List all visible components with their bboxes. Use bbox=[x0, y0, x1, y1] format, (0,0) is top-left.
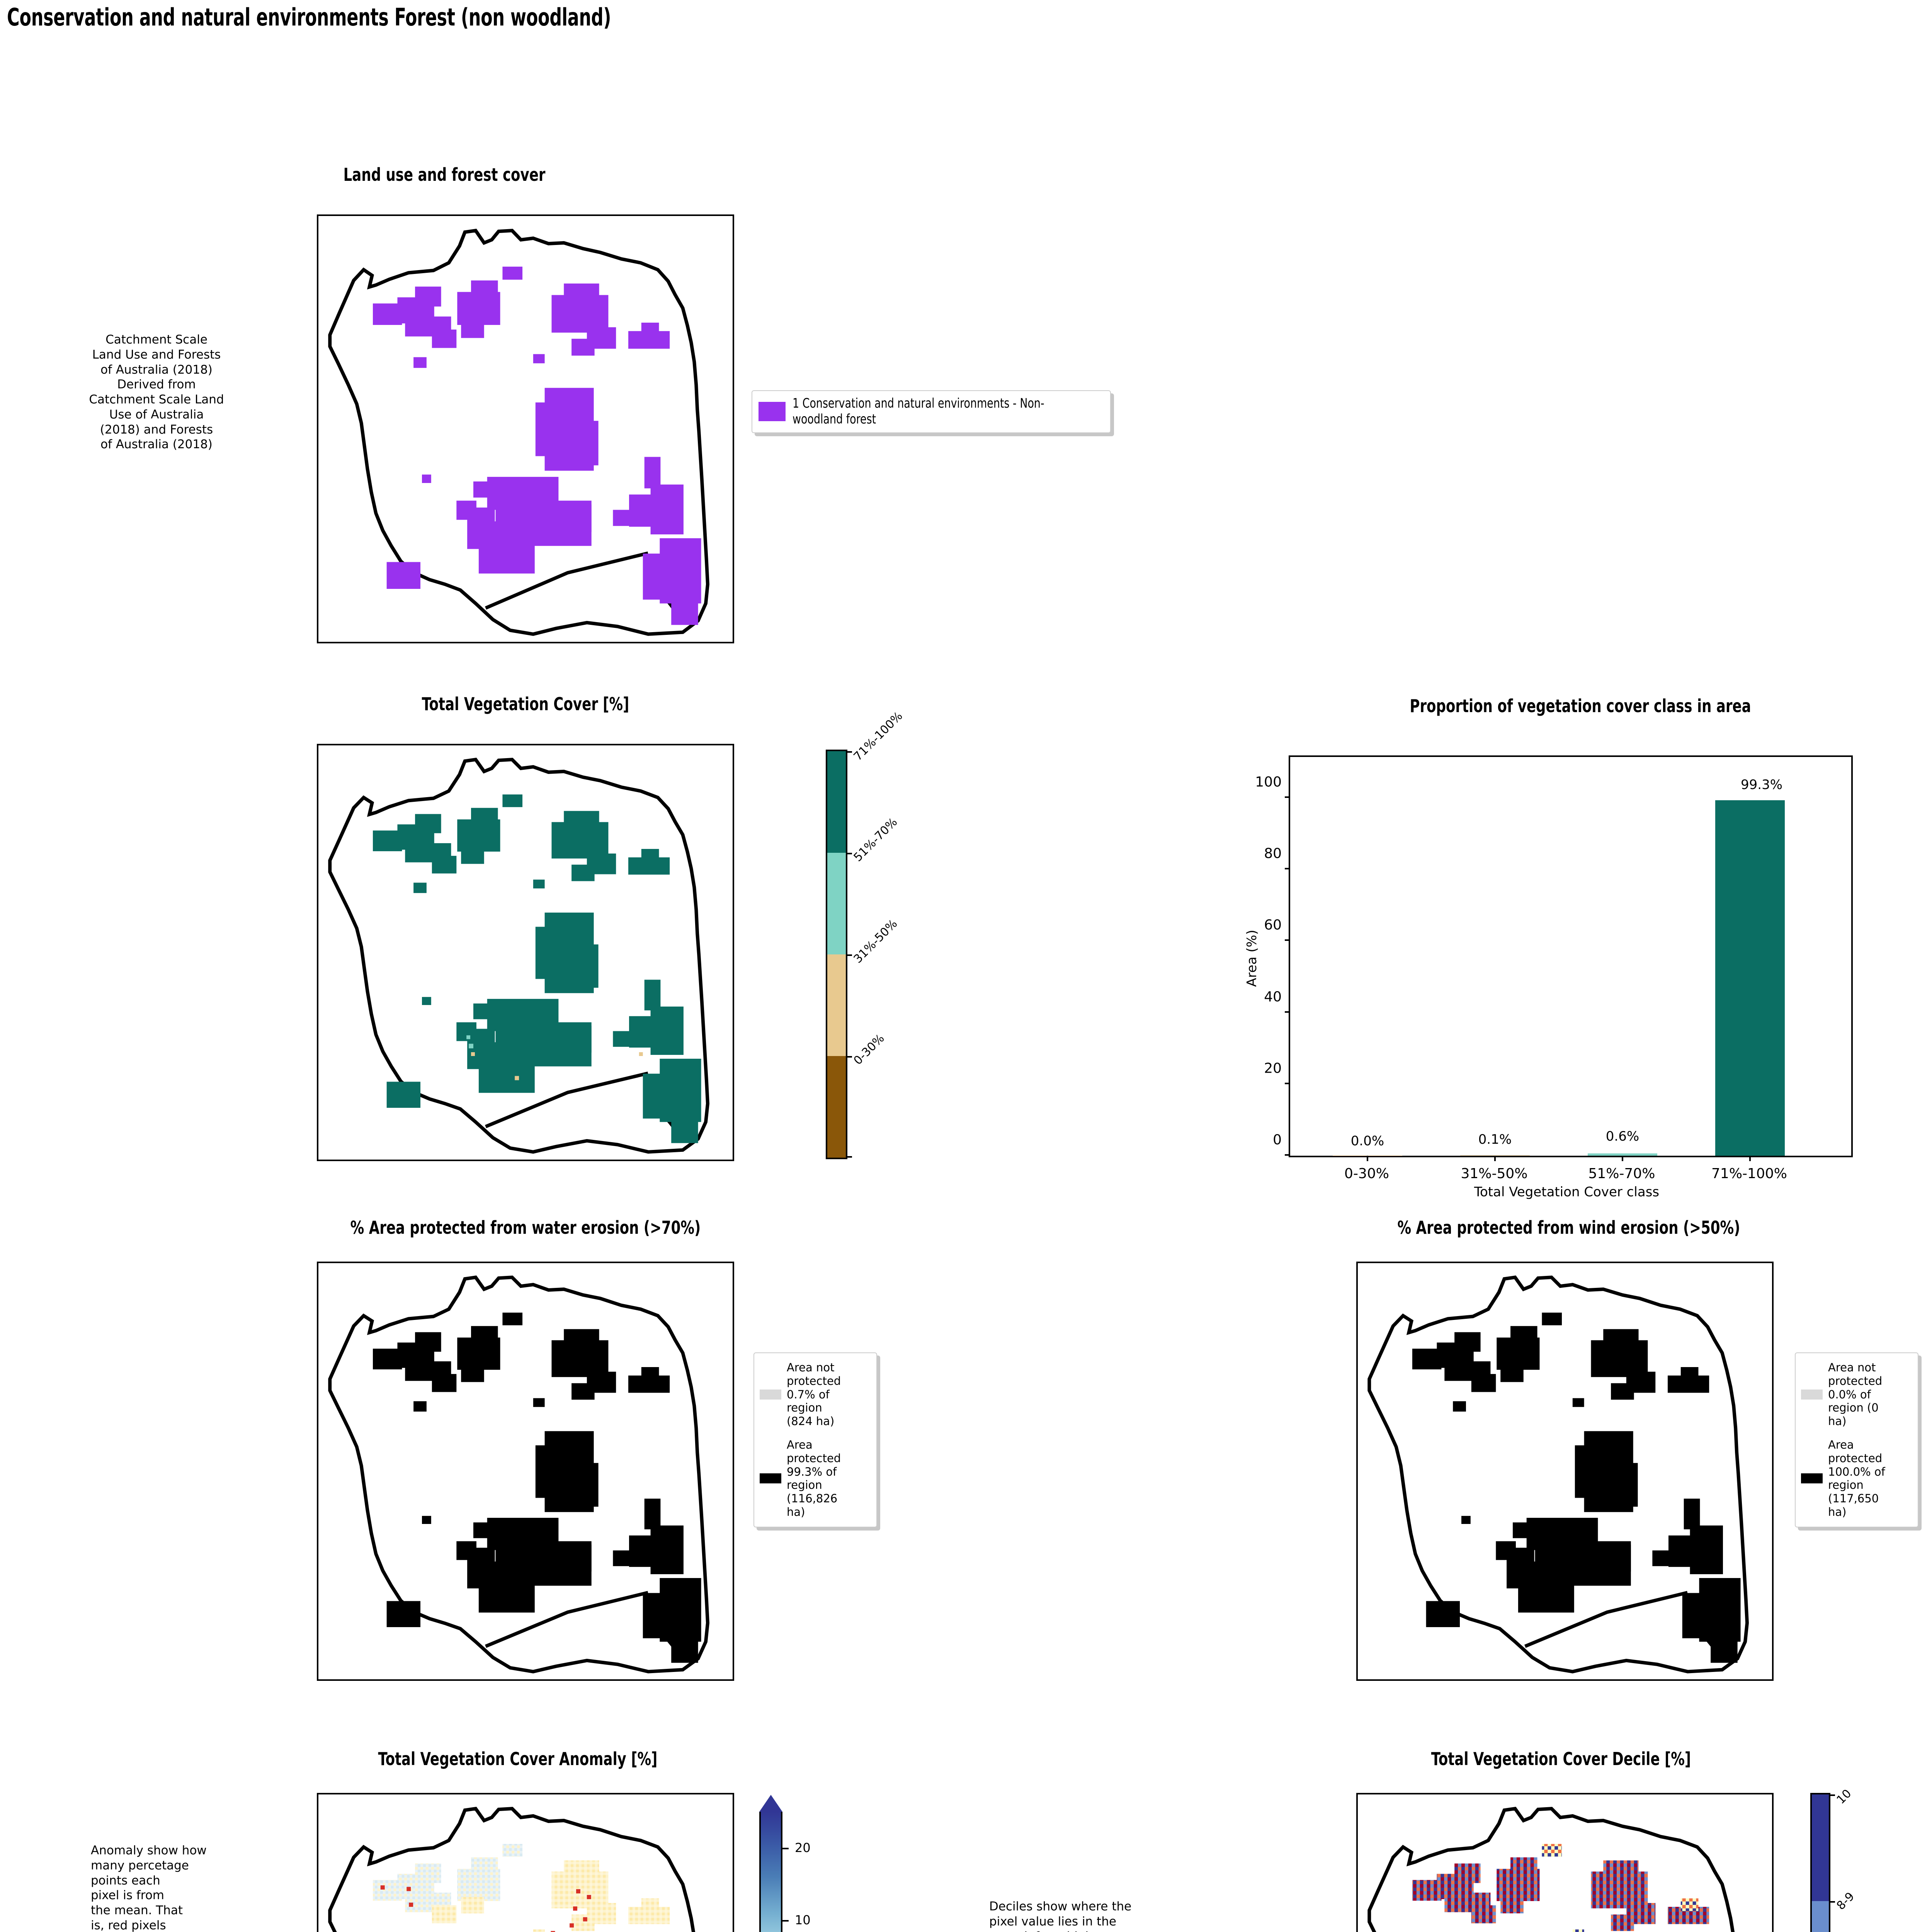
bar-ytick-60: 60 bbox=[1264, 917, 1282, 933]
bar-31-50[interactable] bbox=[1460, 1155, 1530, 1156]
anomaly-cbar-tick-20: 20 bbox=[795, 1840, 811, 1855]
legend-swatch-nonwoodland-forest bbox=[759, 402, 786, 422]
legend-row-not-protected: Area not protected 0.7% of region (824 h… bbox=[760, 1361, 841, 1428]
veg-cover-map-svg bbox=[328, 757, 709, 1154]
bar-ytick-100: 100 bbox=[1255, 774, 1282, 790]
anomaly-pixels-cool bbox=[372, 1844, 523, 1912]
bar-ytick-20: 20 bbox=[1264, 1060, 1282, 1077]
legend-swatch-not-protected-wind bbox=[1801, 1389, 1823, 1400]
legend-label-protected: Area protected 99.3% of region (116,826 … bbox=[787, 1438, 841, 1519]
bar-xtick-0-30: 0-30% bbox=[1344, 1166, 1389, 1182]
bar-ytick-40: 40 bbox=[1264, 989, 1282, 1005]
anomaly-pixels-warm bbox=[432, 1860, 670, 1932]
bar-label-31-50: 0.1% bbox=[1478, 1132, 1512, 1147]
legend-row-protected-wind: Area protected 100.0% of region (117,650… bbox=[1801, 1438, 1885, 1519]
legend-label-nonwoodland-forest: 1 Conservation and natural environments … bbox=[793, 396, 1044, 427]
legend-swatch-protected bbox=[760, 1473, 781, 1484]
land-use-map-svg bbox=[328, 228, 709, 636]
bar-label-51-70: 0.6% bbox=[1605, 1129, 1639, 1144]
cbar-label-0-30: 0-30% bbox=[851, 1031, 887, 1068]
bar-chart-title: Proportion of vegetation cover class in … bbox=[1410, 696, 1751, 716]
land-use-source-note: Catchment Scale Land Use and Forests of … bbox=[89, 333, 224, 452]
veg-cover-minor-class-pixels bbox=[466, 1035, 643, 1080]
cbar-label-51-70: 51%-70% bbox=[851, 815, 900, 864]
catchment-boundary bbox=[328, 228, 709, 636]
decile-colorbar[interactable]: 10 8-9 4-7 2-3 1 bbox=[1810, 1787, 1857, 1932]
wind-erosion-map-svg bbox=[1367, 1275, 1749, 1673]
cbar-seg-31-50 bbox=[827, 954, 846, 1056]
bar-51-70[interactable] bbox=[1588, 1153, 1657, 1156]
anomaly-cbar-tick-10: 10 bbox=[795, 1913, 811, 1927]
anomaly-pixels-red-extreme bbox=[380, 1885, 591, 1932]
page-title: Conservation and natural environments Fo… bbox=[7, 3, 611, 31]
cbar-seg-71-100 bbox=[827, 751, 846, 853]
cbar-seg-0-30 bbox=[827, 1056, 846, 1158]
cbar-label-71-100: 71%-100% bbox=[851, 709, 905, 764]
wind-erosion-panel-title: % Area protected from wind erosion (>50%… bbox=[1397, 1217, 1740, 1238]
decile-description: Deciles show where the pixel value lies … bbox=[989, 1900, 1132, 1932]
bar-chart-y-axis-label: Area (%) bbox=[1244, 930, 1260, 987]
anomaly-map-svg bbox=[328, 1806, 696, 1932]
decile-cbar-label-8-9: 8-9 bbox=[1834, 1889, 1857, 1913]
wind-erosion-map[interactable] bbox=[1356, 1262, 1774, 1681]
catchment-boundary bbox=[328, 1806, 696, 1932]
cbar-label-31-50: 31%-50% bbox=[851, 917, 900, 966]
anomaly-panel-title: Total Vegetation Cover Anomaly [%] bbox=[378, 1748, 658, 1769]
veg-cover-colorbar[interactable]: 71%-100% 51%-70% 31%-50% 0-30% bbox=[826, 709, 905, 1159]
water-erosion-legend[interactable]: Area not protected 0.7% of region (824 h… bbox=[753, 1352, 877, 1527]
decile-cbar-seg-8-9 bbox=[1812, 1901, 1829, 1932]
water-erosion-map-svg bbox=[328, 1275, 709, 1673]
decile-map[interactable] bbox=[1356, 1793, 1774, 1932]
catchment-boundary bbox=[328, 757, 709, 1154]
catchment-boundary bbox=[1367, 1806, 1735, 1932]
decile-pixels-sparse bbox=[1542, 1844, 1699, 1932]
water-erosion-panel-title: % Area protected from water erosion (>70… bbox=[350, 1217, 701, 1238]
catchment-boundary bbox=[328, 1275, 709, 1673]
land-use-map[interactable] bbox=[317, 214, 734, 643]
bar-chart-axes: 0 20 40 60 80 100 0.0% 0.1% 0.6% 99.3% 0… bbox=[1255, 755, 1853, 1182]
legend-swatch-not-protected bbox=[760, 1389, 781, 1400]
wind-erosion-protected-patches bbox=[1412, 1313, 1741, 1663]
decile-panel-title: Total Vegetation Cover Decile [%] bbox=[1431, 1748, 1691, 1769]
bar-71-100[interactable] bbox=[1715, 800, 1785, 1156]
land-use-legend[interactable]: 1 Conservation and natural environments … bbox=[752, 390, 1111, 433]
bar-label-71-100: 99.3% bbox=[1740, 777, 1783, 793]
bar-xtick-31-50: 31%-50% bbox=[1461, 1166, 1528, 1182]
anomaly-colorbar[interactable]: 20 10 0 −10 −20 bbox=[759, 1795, 811, 1932]
land-use-panel-title: Land use and forest cover bbox=[343, 164, 546, 185]
legend-row-protected: Area protected 99.3% of region (116,826 … bbox=[760, 1438, 841, 1519]
cbar-seg-51-70 bbox=[827, 853, 846, 954]
bar-ytick-0: 0 bbox=[1273, 1132, 1282, 1148]
water-erosion-protected-patches bbox=[372, 1313, 701, 1663]
anomaly-colorbar-upper-arrow bbox=[759, 1795, 782, 1812]
bar-xtick-71-100: 71%-100% bbox=[1711, 1166, 1787, 1182]
legend-label-not-protected-wind: Area not protected 0.0% of region (0 ha) bbox=[1828, 1361, 1883, 1428]
catchment-boundary bbox=[1367, 1275, 1749, 1673]
bar-xtick-51-70: 51%-70% bbox=[1588, 1166, 1655, 1182]
bar-chart-x-axis-label: Total Vegetation Cover class bbox=[1474, 1184, 1660, 1200]
anomaly-colorbar-gradient bbox=[759, 1812, 782, 1932]
anomaly-map[interactable] bbox=[317, 1793, 734, 1932]
decile-map-svg bbox=[1367, 1806, 1735, 1932]
legend-label-protected-wind: Area protected 100.0% of region (117,650… bbox=[1828, 1438, 1885, 1519]
decile-cbar-label-10: 10 bbox=[1834, 1787, 1854, 1807]
decile-cbar-seg-10 bbox=[1812, 1794, 1829, 1901]
bar-ytick-80: 80 bbox=[1264, 845, 1282, 862]
decile-pixels-mixed bbox=[1412, 1857, 1709, 1931]
veg-cover-patches bbox=[372, 794, 701, 1143]
legend-label-not-protected: Area not protected 0.7% of region (824 h… bbox=[787, 1361, 841, 1428]
land-use-forest-patches bbox=[372, 267, 701, 625]
anomaly-description: Anomaly show how many percetage points e… bbox=[91, 1844, 207, 1932]
legend-swatch-protected-wind bbox=[1801, 1473, 1823, 1484]
veg-cover-panel-title: Total Vegetation Cover [%] bbox=[422, 694, 629, 714]
wind-erosion-legend[interactable]: Area not protected 0.0% of region (0 ha)… bbox=[1795, 1352, 1918, 1527]
bar-label-0-30: 0.0% bbox=[1350, 1133, 1384, 1149]
water-erosion-map[interactable] bbox=[317, 1262, 734, 1681]
legend-row-not-protected-wind: Area not protected 0.0% of region (0 ha) bbox=[1801, 1361, 1885, 1428]
veg-cover-map[interactable] bbox=[317, 744, 734, 1161]
